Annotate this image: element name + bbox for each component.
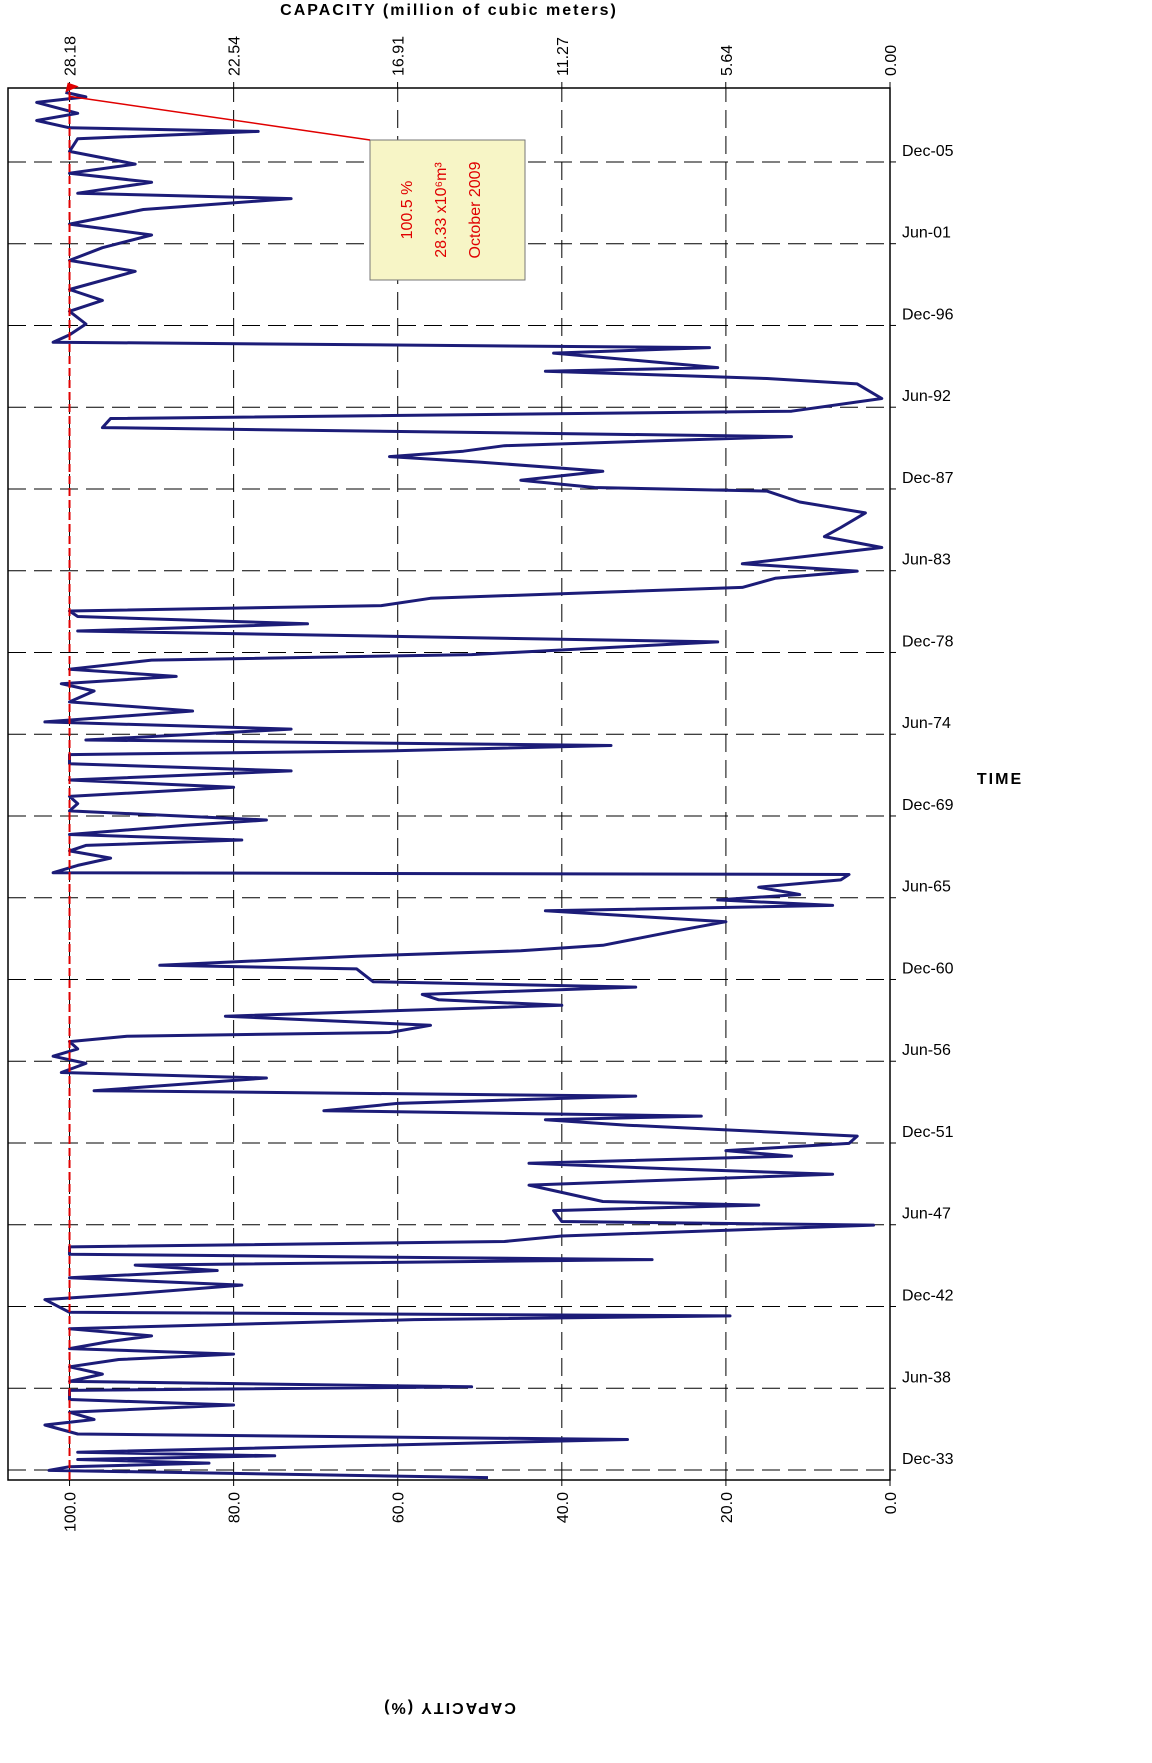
x-tick-label: Dec-42 (902, 1287, 954, 1304)
annotation-text: 28.33 x10⁶m³ (433, 162, 450, 258)
x-tick-label: Dec-60 (902, 960, 954, 977)
y-tick-label: 40.0 (555, 1492, 572, 1523)
x-tick-label: Dec-87 (902, 470, 954, 487)
data-line (35, 90, 884, 1480)
y-tick-label: 20.0 (719, 1492, 736, 1523)
x-tick-label: Dec-69 (902, 797, 954, 814)
y2-tick-label: 5.64 (719, 45, 736, 76)
annotation-text: October 2009 (467, 161, 484, 258)
rotated-chart: 0.0 20.0 40.0 60.0 80.0 100.0 0.00 5.64 11.27 16.… (7, 2, 1023, 1716)
arrow-head (65, 82, 79, 93)
x-tick-label: Dec-05 (902, 143, 954, 160)
y-tick-label: 0.0 (883, 1492, 900, 1514)
x-tick-label: Jun-92 (902, 388, 951, 405)
x-tick-label: Jun-83 (902, 552, 951, 569)
x-tick-label: Jun-38 (902, 1369, 951, 1386)
x-tick-label: Dec-33 (902, 1451, 954, 1468)
annotation-text: 100.5 % (399, 181, 416, 240)
x-tick-label: Dec-96 (902, 306, 954, 323)
x-tick-label: Dec-51 (902, 1124, 954, 1141)
y-tick-label: 60.0 (391, 1492, 408, 1523)
y-tick-label: 80.0 (227, 1492, 244, 1523)
annotation-box (369, 139, 526, 281)
y-tick-label: 100.0 (63, 1492, 80, 1532)
x-tick-label: Jun-01 (902, 225, 951, 242)
x-tick-label: Jun-74 (902, 715, 951, 732)
y2-tick-label: 0.00 (883, 45, 900, 76)
y-axis-title: CAPACITY (%) (382, 1699, 516, 1716)
x-tick-label: Jun-56 (902, 1042, 951, 1059)
x-axis-title: TIME (977, 771, 1023, 788)
y2-axis-title: CAPACITY (million of cubic meters) (280, 2, 618, 19)
annotation-arrow (69, 95, 371, 141)
y2-tick-label: 28.18 (62, 36, 79, 76)
y2-tick-label: 22.54 (227, 36, 244, 76)
y2-tick-label: 11.27 (555, 37, 572, 76)
x-tick-label: Dec-78 (902, 633, 954, 650)
x-tick-label: Jun-47 (902, 1206, 951, 1223)
y2-tick-label: 16.91 (391, 36, 408, 76)
x-tick-label: Jun-65 (902, 879, 951, 896)
